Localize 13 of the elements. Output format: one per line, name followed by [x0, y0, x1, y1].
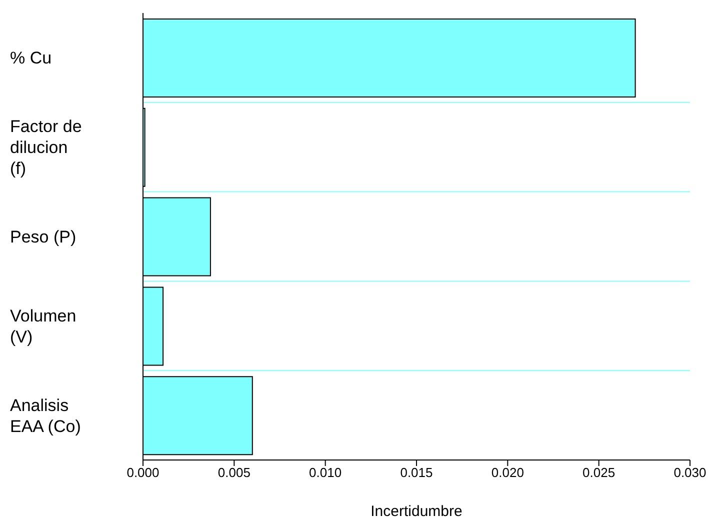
- x-tick-label: 0.030: [674, 465, 706, 480]
- y-tick-label: % Cu: [10, 48, 52, 68]
- x-tick-label: 0.010: [309, 465, 342, 480]
- x-tick-label: 0.000: [126, 465, 160, 480]
- x-tick-label: 0.015: [400, 465, 433, 480]
- x-axis-title: Incertidumbre: [370, 503, 462, 518]
- x-tick-label: 0.025: [582, 465, 616, 480]
- x-tick-label: 0.005: [218, 465, 250, 480]
- y-tick-label: Peso (P): [10, 227, 76, 246]
- y-tick-label: Analisis EAA (Co): [10, 395, 81, 436]
- x-tick-label: 0.020: [491, 465, 524, 480]
- y-tick-label: Factor de dilucion (f): [10, 116, 82, 178]
- y-tick-label: Volumen (V): [10, 306, 76, 346]
